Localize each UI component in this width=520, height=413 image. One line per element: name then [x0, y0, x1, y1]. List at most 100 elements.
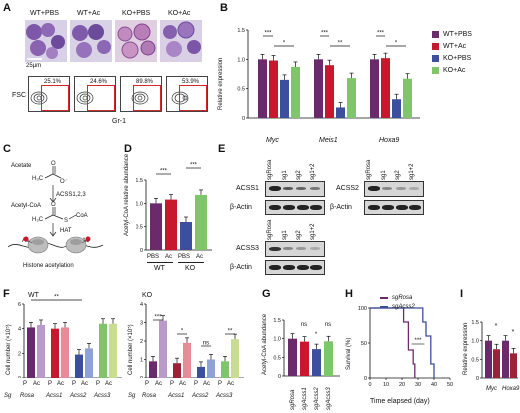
- panel-c-label: C: [3, 143, 11, 155]
- d-bar-wt-ac: [165, 199, 177, 250]
- nucleosome-left: [27, 236, 49, 254]
- group-label-wt-ac: WT+Ac: [77, 10, 101, 17]
- d-sig-2: ***: [190, 163, 198, 169]
- h-ytick-label: 100: [358, 306, 367, 312]
- f-ko-gene-acss2: Acss2: [192, 393, 209, 399]
- f-ko-gene-acss3: Acss3: [216, 393, 233, 399]
- g-sig-1: ns: [301, 322, 307, 328]
- cytospin-images: [25, 20, 202, 62]
- b-bar-hoxa9-ko-ac: [403, 78, 412, 118]
- legend-swatch-ko-ac: [432, 67, 439, 74]
- f-wt-x-p3: P: [72, 381, 77, 387]
- f-ylabel-ko: Cell number (×10⁵): [128, 324, 134, 375]
- c-enzyme: ACSS1,2,3: [56, 192, 86, 198]
- f-wt-x-p4: P: [96, 381, 101, 387]
- blot-actin-3: [265, 260, 325, 275]
- acetylation-diagram: H₃C O O⁻ H₃C O S: [8, 161, 104, 254]
- acetyl-mark-left: [23, 236, 29, 242]
- fko-ytick-label: 3: [140, 321, 143, 327]
- h-ylabel: Survival (%): [346, 337, 352, 370]
- h-legend-rosa: sgRosa: [392, 295, 413, 301]
- facs-contours: [30, 91, 189, 105]
- gate-ko-ac: [179, 85, 207, 111]
- d-x-pbs-2: PBS: [178, 254, 191, 260]
- fwt-sig: **: [54, 295, 59, 301]
- h-ytick-label: 50: [361, 341, 367, 347]
- gate-percent-wt-ac: 24.6%: [90, 79, 108, 85]
- f-ko-x-ac1: Ac: [155, 381, 163, 387]
- g-bar-3: [324, 341, 333, 376]
- d-x-pbs-1: PBS: [147, 254, 160, 260]
- b-sig-myc-1: ***: [264, 31, 272, 37]
- e-label-acss2: ACSS2: [336, 185, 359, 192]
- i-ytick-label: 0.5: [471, 357, 479, 363]
- f-ko-label: KO: [142, 292, 153, 299]
- fko-sig-acss3: **: [228, 329, 233, 335]
- chart-b: 00.51.01.5 *************: [237, 28, 420, 122]
- fko-bar-3: [183, 342, 191, 378]
- i-ytick-label: 1.5: [471, 320, 479, 326]
- h-sig: ***: [414, 338, 422, 344]
- g-bar-0: [288, 338, 297, 376]
- fko-bar-7: [231, 339, 239, 378]
- d-sig-1: ***: [160, 169, 168, 175]
- facs-xlabel: Gr-1: [112, 118, 126, 125]
- b-sig-meis1-1: ***: [321, 31, 329, 37]
- fwt-bar-2: [51, 328, 59, 378]
- acetyl-mark-right: [85, 236, 91, 242]
- d-wt-bracket: [147, 262, 173, 263]
- panel-e-label: E: [218, 143, 226, 155]
- nucleosome-right: [65, 236, 87, 254]
- f-ko-x-p4: P: [218, 381, 223, 387]
- chart-f-ko: 01234****ns**: [140, 302, 244, 378]
- h-legend-swatch-acss2: [380, 306, 388, 308]
- f-wt-gene-acss1: Acss1: [46, 393, 63, 399]
- b-bar-myc-ko-ac: [291, 66, 300, 118]
- h-xtick-label: 40: [431, 382, 437, 386]
- d-bar-ko-pbs: [180, 222, 192, 250]
- f-wt-x-p1: P: [23, 381, 28, 387]
- e1-lane-sgrosa: sgRosa: [267, 159, 273, 180]
- fwt-bar-1: [37, 324, 45, 378]
- fwt-ytick-label: 2: [18, 351, 21, 357]
- e-actin-2: β-Actin: [330, 204, 352, 211]
- d-ytick-label: 0.5: [136, 225, 143, 231]
- h-legend-acss2: sgAcss2: [392, 304, 415, 310]
- fwt-bar-4: [75, 354, 83, 378]
- e-actin-1: β-Actin: [230, 204, 252, 211]
- f-wt-x-ac2: Ac: [57, 381, 65, 387]
- d-ylabel: Acetyl-CoA relative abundance: [124, 153, 130, 236]
- gate-ko-pbs: [133, 85, 161, 111]
- c-coa: CoA: [76, 213, 88, 219]
- g-sig-3: ns: [325, 322, 331, 328]
- h-xtick-label: 30: [415, 382, 421, 386]
- legend-wt-pbs: WT+PBS: [443, 31, 472, 38]
- e1-lane-sg12: sg1+2: [310, 163, 316, 180]
- g-x-sgacss1: sgAcss1: [302, 387, 308, 410]
- b-bar-hoxa9-wt-pbs: [370, 59, 379, 118]
- scale-bar-label: 25µm: [26, 63, 42, 69]
- f-wt-gene-acss2: Acss2: [70, 393, 87, 399]
- g-ytick-label: 0: [278, 374, 281, 378]
- fko-ytick-label: 0: [140, 376, 143, 378]
- e3-lane-sgrosa: sgRosa: [267, 219, 273, 240]
- e3-lane-sg12: sg1+2: [310, 223, 316, 240]
- fko-ytick-label: 2: [140, 339, 143, 345]
- legend-wt-ac: WT+Ac: [443, 43, 467, 50]
- fwt-bar-3: [61, 327, 69, 378]
- b-ytick-label: 1.0: [237, 57, 245, 63]
- fwt-bar-6: [99, 323, 107, 378]
- e2-lane-sg2: sg2: [395, 170, 401, 180]
- panel-f-label: F: [3, 288, 10, 300]
- e3-lane-sg2: sg2: [296, 230, 302, 240]
- h-curve-1: [370, 307, 435, 378]
- h-xtick-label: 10: [383, 382, 389, 386]
- svg-text:O⁻: O⁻: [60, 179, 68, 185]
- f-ko-x-ac4: Ac: [227, 381, 235, 387]
- e1-lane-sg1: sg1: [282, 170, 288, 180]
- g-bar-2: [312, 349, 321, 376]
- f-wt-x-p2: P: [48, 381, 53, 387]
- c-hat: HAT: [60, 228, 72, 234]
- b-bar-myc-ko-pbs: [280, 79, 289, 118]
- h-curve-0: [370, 307, 416, 378]
